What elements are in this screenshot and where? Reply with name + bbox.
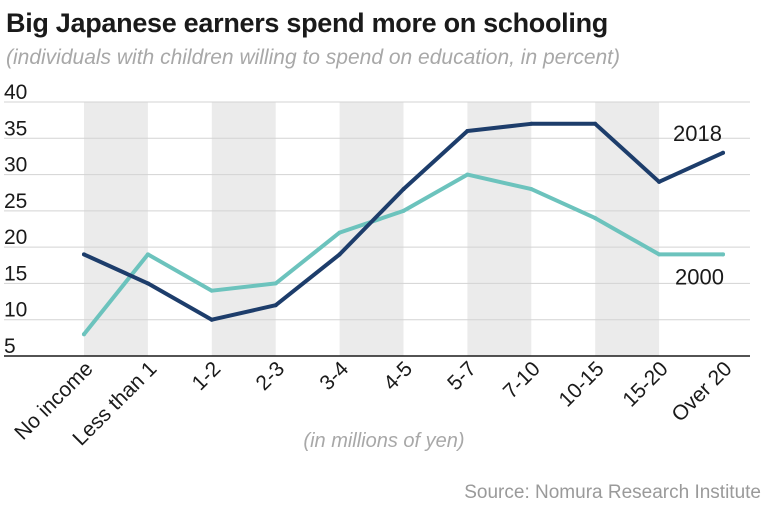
y-tick-label: 25 [4, 190, 27, 213]
series-label-2018: 2018 [673, 121, 722, 146]
x-axis-label: (in millions of yen) [303, 430, 464, 452]
background-bands [84, 102, 660, 356]
data-point-2018 [82, 252, 86, 257]
x-tick-label: 3-4 [315, 357, 353, 395]
data-point-2000 [529, 187, 534, 192]
data-point-2018 [657, 179, 662, 184]
y-axis-tick-labels: 5 10 15 20 25 30 35 40 [4, 81, 27, 358]
data-point-2000 [721, 252, 725, 257]
data-point-2000 [145, 252, 150, 257]
chart-subtitle: (individuals with children willing to sp… [6, 46, 621, 69]
data-point-2000 [209, 288, 214, 293]
background-band [595, 102, 660, 356]
x-tick-label: Over 20 [667, 357, 736, 426]
data-point-2018 [209, 317, 214, 322]
series-label-2000: 2000 [675, 264, 724, 289]
y-tick-label: 30 [4, 154, 27, 177]
data-point-2018 [721, 150, 725, 155]
data-point-2018 [145, 281, 150, 286]
y-tick-label: 10 [4, 299, 27, 322]
data-point-2000 [82, 332, 86, 337]
x-tick-label: 5-7 [443, 357, 481, 395]
data-point-2000 [273, 281, 278, 286]
y-tick-label: 15 [4, 262, 27, 285]
y-tick-label: 35 [4, 117, 27, 140]
y-tick-label: 40 [4, 81, 27, 104]
data-point-2018 [529, 121, 534, 126]
x-tick-label: 15-20 [618, 357, 672, 411]
chart-title: Big Japanese earners spend more on schoo… [6, 8, 608, 38]
data-point-2018 [465, 129, 470, 134]
data-point-2000 [593, 216, 598, 221]
series-labels: 2018 2000 [673, 121, 724, 290]
data-point-2018 [337, 252, 342, 257]
data-point-2000 [401, 208, 406, 213]
y-tick-label: 20 [4, 226, 27, 249]
source-note: Source: Nomura Research Institute [464, 482, 761, 503]
x-tick-label: 7-10 [499, 357, 545, 403]
data-point-2018 [273, 303, 278, 308]
gridlines [4, 101, 750, 357]
data-point-2018 [593, 121, 598, 126]
series-lines [82, 121, 725, 337]
data-point-2018 [401, 187, 406, 192]
x-tick-label: 4-5 [379, 357, 417, 395]
data-point-2000 [465, 172, 470, 177]
data-point-2000 [657, 252, 662, 257]
x-tick-label: 2-3 [252, 357, 290, 395]
background-band [467, 102, 532, 356]
x-tick-label: 10-15 [554, 357, 608, 411]
background-band [84, 102, 148, 356]
y-tick-label: 5 [4, 335, 16, 358]
data-point-2000 [337, 230, 342, 235]
x-tick-label: 1-2 [188, 357, 226, 395]
